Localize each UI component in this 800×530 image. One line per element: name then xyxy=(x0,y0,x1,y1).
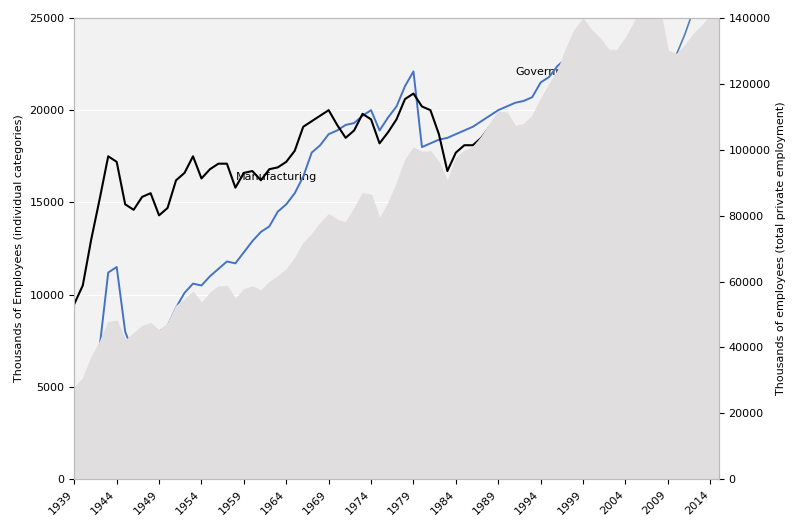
Text: Manufacturing: Manufacturing xyxy=(235,172,317,182)
Y-axis label: Thousands of employees (total private employment): Thousands of employees (total private em… xyxy=(776,102,786,395)
Text: Government: Government xyxy=(515,67,585,77)
Y-axis label: Thousands of Employees (individual categories): Thousands of Employees (individual categ… xyxy=(14,114,24,383)
Text: Education and
Health Services: Education and Health Services xyxy=(346,386,433,408)
Text: Total Private
Employment: Total Private Employment xyxy=(591,419,662,440)
Text: Professional and
Business Services: Professional and Business Services xyxy=(524,281,623,302)
Text: Retail Trade: Retail Trade xyxy=(456,318,522,328)
